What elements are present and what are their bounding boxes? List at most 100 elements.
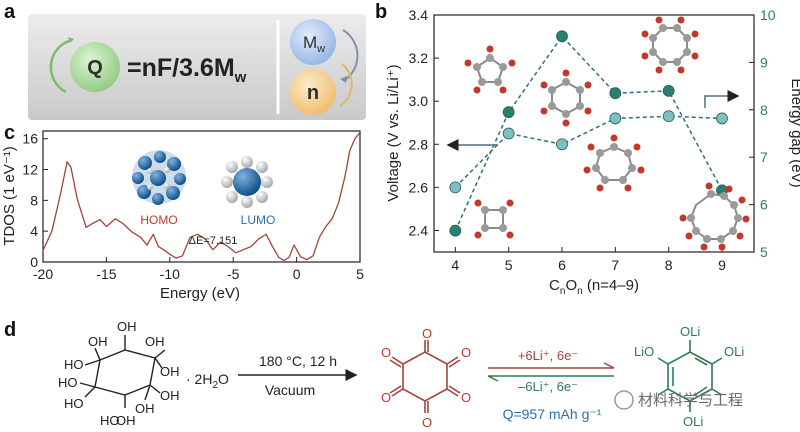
- oli-label: OLi: [724, 344, 744, 359]
- chart-c-frame: [42, 130, 361, 263]
- o-label: O: [422, 415, 432, 430]
- chart-b-data-point: [502, 127, 515, 140]
- cycle-arrow-head-icon: [68, 37, 74, 43]
- panel-b-label: b: [375, 1, 387, 23]
- chart-b-xtick-label: 4: [451, 257, 459, 273]
- chart-b-y2tick-label: 10: [760, 7, 776, 23]
- capacity-label: Q=957 mAh g⁻¹: [503, 406, 602, 422]
- chart-b-xtick-label: 9: [718, 257, 726, 273]
- oh-label: OH: [160, 388, 180, 403]
- homo-orbital-icon: [132, 150, 186, 205]
- chart-b-data-point: [662, 110, 675, 123]
- homo-label: HOMO: [140, 213, 177, 227]
- molecule-c7o7-icon: [583, 134, 645, 192]
- o-label: O: [461, 390, 471, 405]
- chart-b-ylabel: Voltage (V vs. Li/Li⁺): [385, 64, 402, 201]
- chart-c-series: [42, 132, 361, 262]
- panel-c-chart: -20 -15 -10 -5 0 5 0 4 8 12 16 TDOS (1 eV⁻¹) Energ…: [1, 130, 364, 302]
- o-label: O: [381, 390, 391, 405]
- equation-text: =nF/3.6Mw: [127, 54, 247, 86]
- lumo-label: LUMO: [241, 213, 276, 227]
- mw-circle: [290, 19, 336, 65]
- q-circle: [70, 42, 120, 92]
- chart-b-data-point: [556, 30, 568, 43]
- chart-b-y2tick-label: 5: [760, 244, 768, 260]
- chart-c-xlabel: Energy (eV): [160, 285, 240, 302]
- oh-label: OH: [145, 334, 165, 349]
- chart-b-frame: [433, 14, 755, 253]
- chart-b-series-line: [454, 115, 723, 188]
- molecule-c8o8-icon: [641, 16, 699, 74]
- panel-a-label: a: [4, 1, 16, 23]
- ho-label: HO: [64, 396, 84, 411]
- chart-c-xtick-label: 5: [356, 266, 364, 282]
- hexaketone-structure: [389, 340, 461, 413]
- panel-a: Q =nF/3.6Mw Mw n: [28, 14, 366, 120]
- condition-top: 180 °C, 12 h: [259, 353, 337, 369]
- molecule-c5o5-icon: [464, 45, 516, 94]
- panel-c-label: c: [4, 122, 15, 144]
- oh-label: OH: [117, 319, 137, 334]
- reverse-label: –6Li⁺, 6e⁻: [518, 379, 578, 394]
- chart-c-xtick-label: -5: [227, 266, 240, 282]
- lithium-salt-structure: [657, 340, 723, 412]
- chart-c-ytick-label: 0: [30, 254, 38, 270]
- oh-label: OH: [88, 334, 108, 349]
- chart-b-xtick-label: 6: [558, 257, 566, 273]
- panel-d-label: d: [4, 319, 16, 341]
- reverse-arrowhead-icon: [487, 375, 499, 382]
- chart-b-y2tick-label: 7: [760, 149, 768, 165]
- watermark-text: 材料科学与工程: [638, 392, 743, 409]
- swap-arrow-head-icon: [340, 76, 347, 83]
- chart-b-ticks: 4 5 6 7 8 9 2.4 2.6 2.8 3.0 3.2 3.4 5 6 7 8 9 10: [409, 7, 776, 273]
- watermark: 材料科学与工程: [614, 390, 743, 410]
- chart-b-xtick-label: 7: [611, 257, 619, 273]
- chart-c-ylabel: TDOS (1 eV⁻¹): [1, 146, 18, 246]
- oh-label: OH: [135, 401, 155, 416]
- chart-b-y2tick-label: 6: [760, 197, 768, 213]
- chart-c-xtick-label: 0: [293, 266, 301, 282]
- chart-b-ytick-label: 2.8: [409, 136, 429, 152]
- chart-b-ytick-label: 3.2: [409, 50, 429, 66]
- chart-b-data-point: [556, 138, 568, 151]
- lio-label: LiO: [634, 344, 654, 359]
- n-circle: [290, 69, 336, 115]
- wechat-icon: [614, 390, 634, 410]
- o-label: O: [381, 345, 391, 360]
- mw-symbol: Mw: [303, 33, 325, 55]
- chart-b-data-point: [716, 112, 728, 125]
- chart-b-ytick-label: 2.6: [409, 179, 429, 195]
- equation-box: [28, 14, 366, 120]
- chart-b-xtick-label: 5: [505, 257, 513, 273]
- right-axis-arrow-icon: [704, 90, 740, 108]
- cycle-arrow-icon: [49, 38, 73, 94]
- lumo-orbital-icon: [221, 156, 273, 208]
- ho-label: HO: [58, 375, 78, 390]
- panel-b-chart: 4 5 6 7 8 9 2.4 2.6 2.8 3.0 3.2 3.4 5 6 7 8 9 10 Voltage …: [385, 7, 800, 297]
- oli-label: OLi: [683, 414, 703, 429]
- q-symbol: Q: [87, 57, 103, 79]
- swap-arrow-lower-icon: [339, 63, 353, 107]
- chart-c-ytick-label: 4: [30, 223, 38, 239]
- chart-c-ytick-label: 16: [22, 131, 38, 147]
- hydrate-label: · 2H2O: [186, 371, 229, 391]
- chart-b-data-point: [502, 106, 515, 119]
- chart-b-xtick-label: 8: [665, 257, 673, 273]
- inositol-structure: [79, 335, 166, 408]
- chart-b-ytick-label: 3.4: [409, 7, 429, 23]
- chart-b-y2tick-label: 8: [760, 102, 768, 118]
- chart-c-tdos-line: [42, 132, 361, 262]
- condition-bottom: Vacuum: [265, 382, 315, 398]
- panel-d-scheme: OH OH OH HO OH HO OH HO OH HO OH · 2H2O …: [58, 319, 744, 430]
- ho-label: HO: [64, 357, 84, 372]
- chart-b-data-point: [662, 84, 675, 97]
- chart-c-xtick-label: -10: [160, 266, 180, 282]
- chart-c-ytick-label: 12: [22, 162, 38, 178]
- chart-b-data-point: [449, 181, 462, 194]
- chart-c-ticks: -20 -15 -10 -5 0 5 0 4 8 12 16: [22, 131, 364, 282]
- molecule-c9o9-icon: [679, 182, 750, 251]
- o-label: O: [461, 345, 471, 360]
- oh-label: OH: [116, 413, 136, 428]
- chart-b-data-point: [609, 112, 622, 125]
